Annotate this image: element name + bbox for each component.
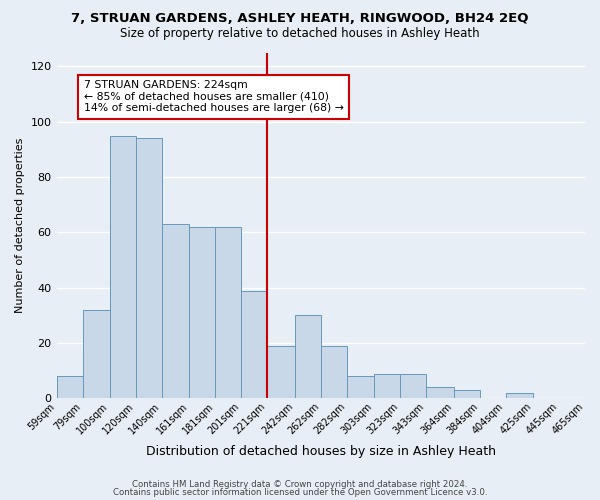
Text: Contains HM Land Registry data © Crown copyright and database right 2024.: Contains HM Land Registry data © Crown c… [132,480,468,489]
Bar [347,376,374,398]
Bar [454,390,479,398]
Bar [83,310,110,398]
Text: Contains public sector information licensed under the Open Government Licence v3: Contains public sector information licen… [113,488,487,497]
Bar [162,224,190,398]
Bar [426,388,454,398]
Text: 7 STRUAN GARDENS: 224sqm
← 85% of detached houses are smaller (410)
14% of semi-: 7 STRUAN GARDENS: 224sqm ← 85% of detach… [84,80,344,114]
Bar [295,316,321,398]
Bar [241,290,268,399]
Bar [400,374,426,398]
Bar [190,227,215,398]
Bar [374,374,400,398]
Bar [506,393,533,398]
Bar [321,346,347,399]
X-axis label: Distribution of detached houses by size in Ashley Heath: Distribution of detached houses by size … [146,444,496,458]
Bar [56,376,83,398]
Bar [215,227,241,398]
Text: Size of property relative to detached houses in Ashley Heath: Size of property relative to detached ho… [120,28,480,40]
Y-axis label: Number of detached properties: Number of detached properties [15,138,25,313]
Text: 7, STRUAN GARDENS, ASHLEY HEATH, RINGWOOD, BH24 2EQ: 7, STRUAN GARDENS, ASHLEY HEATH, RINGWOO… [71,12,529,26]
Bar [110,136,136,398]
Bar [268,346,295,399]
Bar [136,138,162,398]
